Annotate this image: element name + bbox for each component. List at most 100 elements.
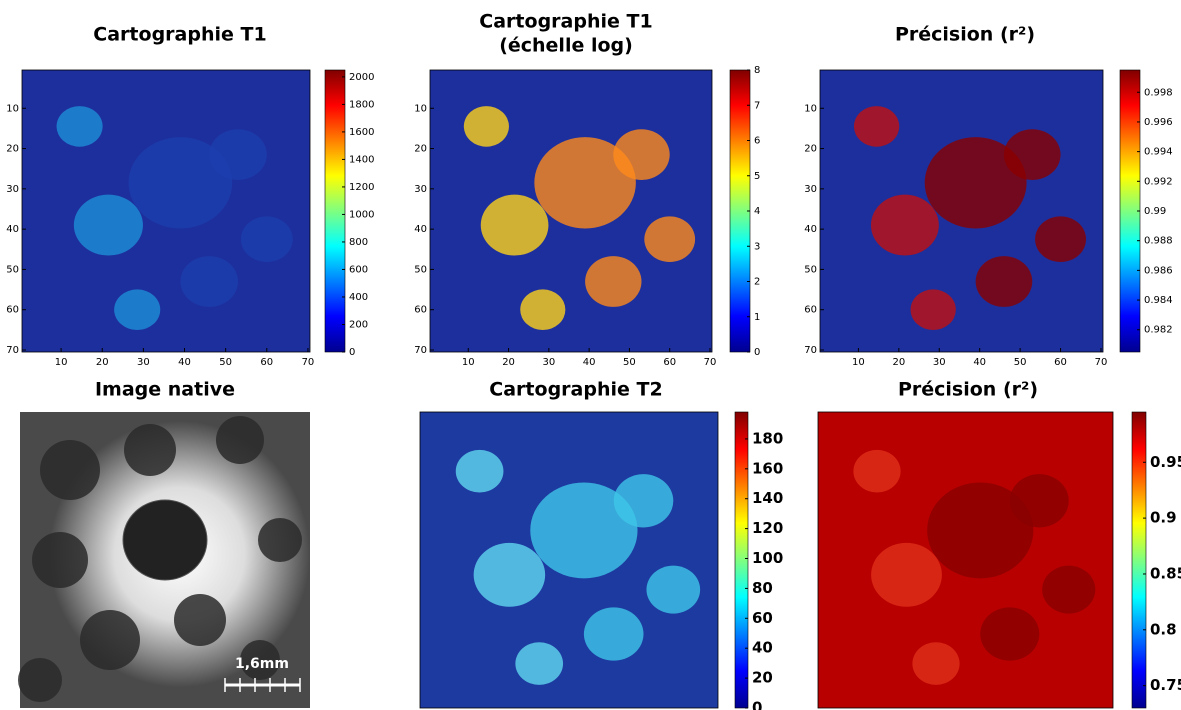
colorbar-tick-label: 80 xyxy=(752,579,773,597)
x-tick-label: 70 xyxy=(302,357,315,368)
bead xyxy=(80,610,140,670)
chart-title: Cartographie T2 xyxy=(489,379,662,401)
colorbar-tick-label: 3 xyxy=(754,241,760,252)
colorbar xyxy=(1131,411,1147,709)
y-tick-label: 10 xyxy=(804,103,817,114)
map-region xyxy=(463,106,509,147)
plot-frame xyxy=(819,69,1104,353)
map-region xyxy=(975,256,1033,307)
colorbar-tick-label: 1000 xyxy=(349,209,374,220)
map-region xyxy=(585,256,642,307)
map-region xyxy=(1042,565,1096,614)
colorbar-tick-label: 180 xyxy=(752,429,783,447)
y-tick-label: 20 xyxy=(804,144,817,155)
x-tick-label: 10 xyxy=(852,357,865,368)
map-region xyxy=(480,194,549,256)
y-tick-label: 40 xyxy=(414,224,427,235)
colorbar-tick-label: 600 xyxy=(349,264,368,275)
colorbar-tick-label: 120 xyxy=(752,519,783,537)
colorbar xyxy=(324,69,346,353)
center-bead xyxy=(122,499,208,581)
y-tick-label: 30 xyxy=(414,184,427,195)
colorbar-tick-label: 0 xyxy=(754,347,760,358)
y-tick-label: 50 xyxy=(6,264,19,275)
colorbar-tick-label: 0.99 xyxy=(1144,206,1166,217)
colorbar-tick-label: 800 xyxy=(349,237,368,248)
x-tick-label: 30 xyxy=(137,357,150,368)
bead xyxy=(174,594,226,646)
colorbar-tick-label: 400 xyxy=(349,292,368,303)
bead xyxy=(18,658,62,702)
y-tick-label: 60 xyxy=(804,305,817,316)
bead xyxy=(258,518,302,562)
map-region xyxy=(646,565,701,614)
x-tick-label: 20 xyxy=(96,357,109,368)
map-region xyxy=(530,482,638,579)
colorbar-tick-label: 0.998 xyxy=(1144,87,1173,98)
map-region xyxy=(644,216,696,263)
bead xyxy=(124,424,176,476)
chart-title: Cartographie T1 xyxy=(93,24,266,46)
chart-title: Précision (r²) xyxy=(895,24,1035,46)
y-tick-label: 40 xyxy=(804,224,817,235)
chart-subtitle: (échelle log) xyxy=(499,35,633,57)
map-region xyxy=(853,106,900,147)
map-region xyxy=(870,194,939,256)
colorbar-tick-label: 0.9 xyxy=(1150,509,1177,527)
colorbar-tick-label: 0.988 xyxy=(1144,236,1173,247)
map-region xyxy=(1009,474,1069,528)
chart-title: Précision (r²) xyxy=(898,379,1038,401)
chart-title: Image native xyxy=(95,379,235,401)
map-region xyxy=(871,542,942,607)
map-region xyxy=(1035,216,1087,263)
x-tick-label: 50 xyxy=(219,357,232,368)
colorbar-tick-label: 7 xyxy=(754,100,760,111)
x-tick-label: 60 xyxy=(663,357,676,368)
x-tick-label: 60 xyxy=(260,357,273,368)
colorbar-tick-label: 0 xyxy=(752,699,762,710)
colorbar-tick-label: 0.95 xyxy=(1150,453,1181,471)
x-tick-label: 10 xyxy=(55,357,68,368)
colorbar-tick-label: 0.982 xyxy=(1144,325,1173,336)
map-region xyxy=(927,482,1034,579)
y-tick-label: 20 xyxy=(6,144,19,155)
map-region xyxy=(980,607,1040,661)
map-region xyxy=(924,137,1027,229)
x-tick-label: 70 xyxy=(704,357,717,368)
map-region xyxy=(455,449,504,493)
x-tick-label: 10 xyxy=(462,357,475,368)
colorbar-tick-label: 8 xyxy=(754,65,760,76)
colorbar-tick-label: 1 xyxy=(754,312,760,323)
x-tick-label: 30 xyxy=(933,357,946,368)
colorbar-tick-label: 200 xyxy=(349,319,368,330)
x-tick-label: 40 xyxy=(583,357,596,368)
map-region xyxy=(128,137,233,229)
map-region xyxy=(56,106,103,147)
y-tick-label: 10 xyxy=(414,103,427,114)
y-tick-label: 60 xyxy=(414,305,427,316)
plot-frame xyxy=(429,69,713,353)
y-tick-label: 70 xyxy=(6,345,19,356)
x-tick-label: 40 xyxy=(973,357,986,368)
colorbar-tick-label: 1200 xyxy=(349,182,374,193)
x-tick-label: 20 xyxy=(892,357,905,368)
colorbar-tick-label: 60 xyxy=(752,609,773,627)
x-tick-label: 20 xyxy=(502,357,515,368)
colorbar-tick-label: 1800 xyxy=(349,99,374,110)
colorbar-tick-label: 160 xyxy=(752,459,783,477)
plot-frame xyxy=(21,69,311,353)
colorbar-tick-label: 1600 xyxy=(349,127,374,138)
colorbar-tick-label: 0.996 xyxy=(1144,117,1173,128)
y-tick-label: 50 xyxy=(414,264,427,275)
colorbar-tick-label: 0.994 xyxy=(1144,147,1173,158)
colorbar-tick-label: 0.986 xyxy=(1144,265,1173,276)
colorbar-tick-label: 0.75 xyxy=(1150,676,1181,694)
x-tick-label: 40 xyxy=(178,357,191,368)
bead xyxy=(216,416,264,464)
x-tick-label: 50 xyxy=(623,357,636,368)
map-region xyxy=(180,256,238,307)
map-region xyxy=(520,289,566,331)
y-tick-label: 50 xyxy=(804,264,817,275)
colorbar-tick-label: 2000 xyxy=(349,72,374,83)
